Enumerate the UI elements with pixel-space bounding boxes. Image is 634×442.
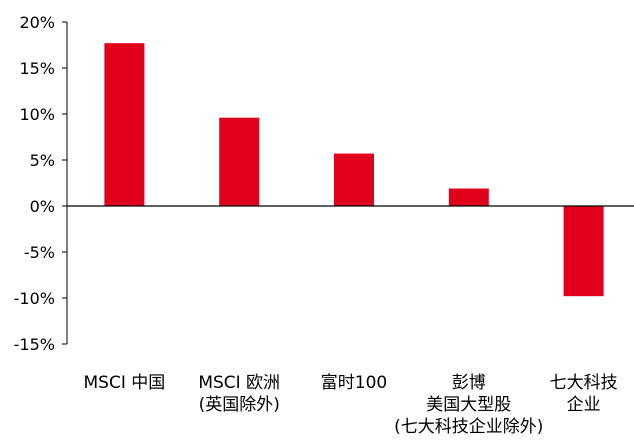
category-label-line: (英国除外) [199, 395, 280, 415]
category-label: 七大科技企业 [550, 373, 618, 415]
y-tick-label: 10% [19, 105, 55, 124]
bars [104, 43, 604, 297]
category-label-line: 富时100 [321, 373, 387, 393]
category-label: 富时100 [321, 373, 387, 393]
y-tick-label: -5% [24, 243, 55, 262]
bar [448, 188, 489, 206]
y-tick-label: 5% [30, 151, 55, 170]
bar [563, 206, 604, 297]
y-tick-label: 20% [19, 13, 55, 32]
category-label-line: (七大科技企业除外) [394, 417, 543, 437]
category-label-line: 彭博 [452, 373, 486, 393]
category-label: MSCI 中国 [84, 373, 166, 393]
y-axis: 20% 15% 10% 5% 0% -5% -10% -15% [14, 13, 68, 354]
category-label-line: MSCI 欧洲 [198, 373, 280, 393]
y-tick-label: -10% [14, 289, 55, 308]
category-label-line: 七大科技 [550, 373, 618, 393]
category-label-line: 美国大型股 [426, 395, 511, 415]
y-tick-label: -15% [14, 335, 55, 354]
category-label-line: 企业 [567, 395, 601, 415]
bar [334, 153, 374, 206]
category-label: MSCI 欧洲(英国除外) [198, 373, 280, 415]
category-labels: MSCI 中国 MSCI 欧洲(英国除外) 富时100 彭博美国大型股(七大科技企业除… [84, 373, 618, 437]
bar [104, 43, 145, 206]
category-label-line: MSCI 中国 [84, 373, 166, 393]
y-tick-label: 0% [30, 197, 55, 216]
y-tick-label: 15% [19, 59, 55, 78]
bar [219, 117, 260, 206]
